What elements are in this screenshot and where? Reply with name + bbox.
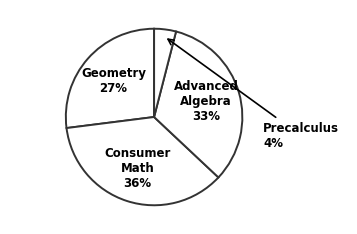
Wedge shape <box>154 32 242 177</box>
Text: Geometry
27%: Geometry 27% <box>81 67 146 95</box>
Wedge shape <box>66 29 154 128</box>
Text: Advanced
Algebra
33%: Advanced Algebra 33% <box>174 80 238 124</box>
Text: Consumer
Math
36%: Consumer Math 36% <box>104 147 171 190</box>
Wedge shape <box>66 117 218 205</box>
Wedge shape <box>154 29 176 117</box>
Text: Precalculus
4%: Precalculus 4% <box>168 39 339 150</box>
